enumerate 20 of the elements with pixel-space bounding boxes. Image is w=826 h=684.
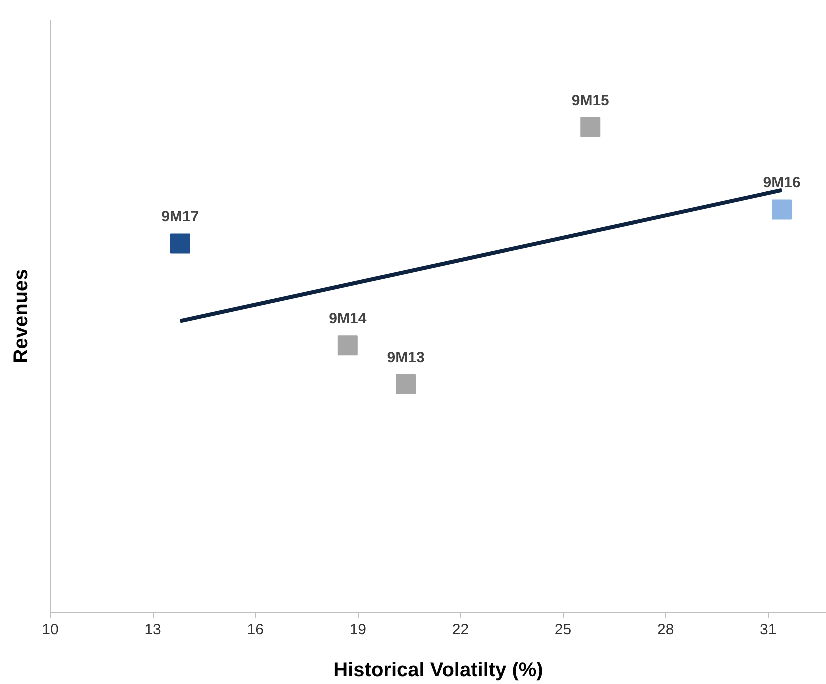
point <box>580 117 601 138</box>
series-label: 9M14 <box>329 310 368 328</box>
x-tick-label: 25 <box>554 622 572 638</box>
series-label: 9M13 <box>387 349 425 366</box>
series-label: 9M15 <box>572 92 610 110</box>
x-axis-title: Historical Volatilty (%) <box>334 660 544 682</box>
y-axis-title: Revenues <box>10 269 32 364</box>
point <box>772 200 792 220</box>
point <box>170 234 190 254</box>
x-tick-label: 22 <box>452 622 470 638</box>
x-tick-label: 31 <box>760 622 777 638</box>
x-tick-label: 16 <box>247 622 264 638</box>
series-label: 9M17 <box>162 208 200 226</box>
x-tick-label: 28 <box>657 622 674 638</box>
x-tick-label: 19 <box>350 622 367 638</box>
series-label: 9M16 <box>763 174 801 192</box>
point <box>396 374 416 394</box>
x-tick-label: 13 <box>144 622 162 638</box>
point <box>338 336 358 356</box>
x-tick-label: 10 <box>42 622 59 638</box>
